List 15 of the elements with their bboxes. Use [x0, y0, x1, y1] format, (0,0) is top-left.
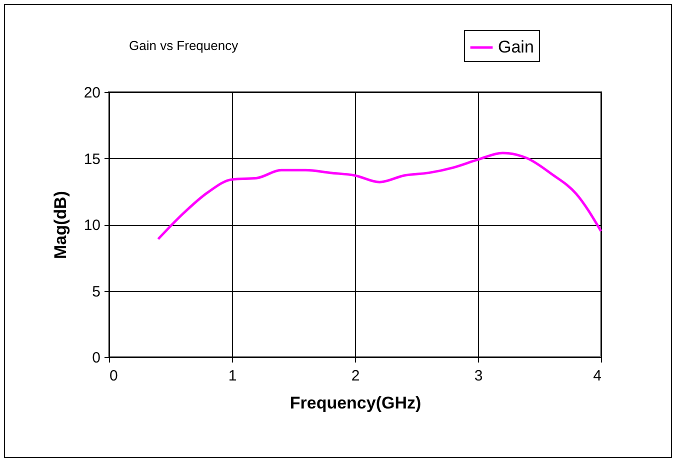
y-tick-label: 15 [84, 150, 100, 168]
y-tick-label: 5 [92, 283, 100, 300]
y-tick-label: 20 [84, 84, 100, 102]
y-tick-label: 10 [84, 217, 100, 234]
y-axis-title: Mag(dB) [50, 191, 70, 259]
legend-label: Gain [498, 38, 534, 56]
line-series [156, 152, 602, 240]
x-axis-title: Frequency(GHz) [290, 394, 422, 412]
y-tick-label: 0 [92, 350, 100, 366]
x-tick-label: 4 [593, 368, 602, 384]
chart-title: Gain vs Frequency [129, 38, 238, 53]
x-tick-label: 1 [228, 368, 237, 384]
x-tick-label: 0 [110, 368, 118, 384]
x-tick-label: 2 [351, 368, 360, 384]
x-tick-label: 3 [474, 368, 483, 384]
